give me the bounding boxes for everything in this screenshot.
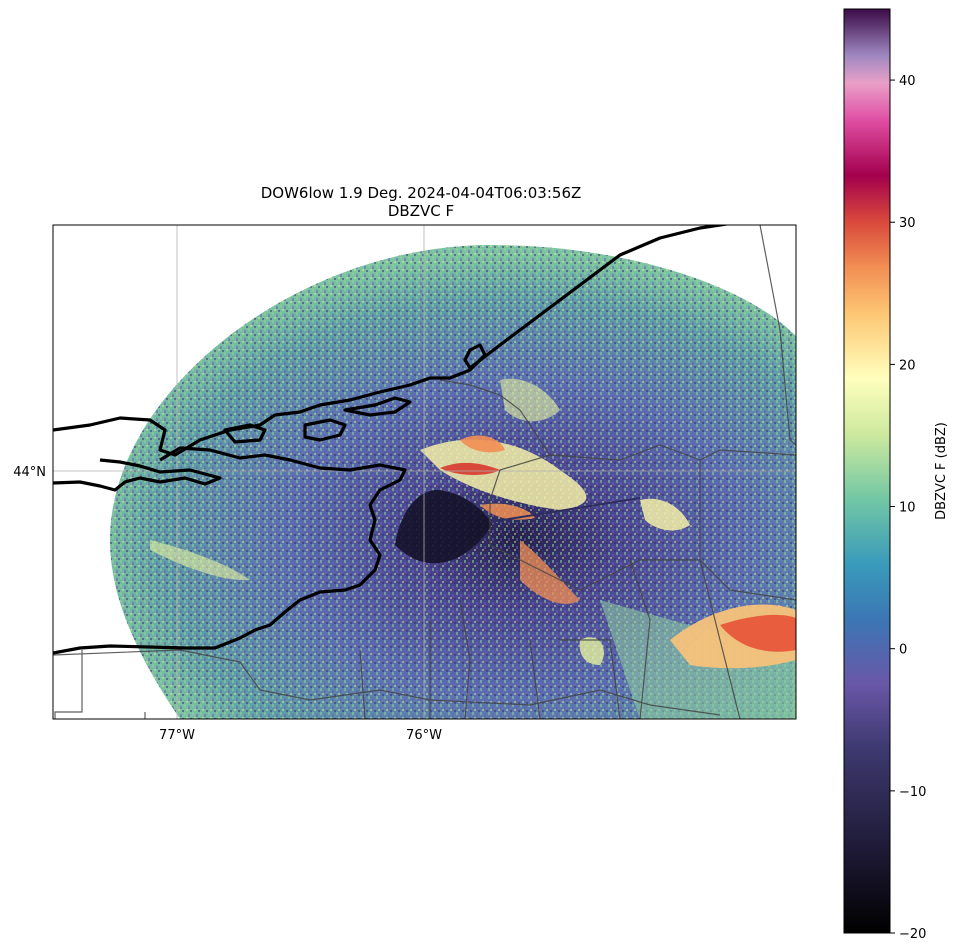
- x-tick-76w: 76°W: [406, 728, 442, 743]
- y-tick-44n: 44°N: [13, 465, 46, 480]
- colorbar-gradient: [843, 8, 891, 934]
- coastline: [53, 225, 731, 655]
- colorbar-label: DBZVC F (dBZ): [934, 422, 949, 520]
- colorbar-tick-label: 40: [899, 74, 916, 89]
- colorbar-tick-label: 20: [899, 358, 916, 373]
- reflectivity-echoes: [150, 378, 796, 719]
- map-frame: [52, 224, 797, 720]
- radar-dark-core: [395, 489, 492, 564]
- colorbar-tick-label: 0: [899, 643, 907, 658]
- colorbar-tick-label: 30: [899, 216, 916, 231]
- x-tick-77w: 77°W: [159, 728, 195, 743]
- colorbar-tick-label: −10: [899, 785, 926, 800]
- radar-sweep-texture: [110, 245, 796, 719]
- colorbar-tick-label: 10: [899, 501, 916, 516]
- map-axes: [53, 225, 796, 719]
- colorbar: 40 30 20 10 0 −10 −20 DBZVC F (dBZ): [843, 8, 949, 942]
- county-borders: [53, 225, 796, 719]
- colorbar-tick-label: −20: [899, 927, 926, 942]
- colorbar-ticks: 40 30 20 10 0 −10 −20: [890, 74, 926, 942]
- chart-title-line2: DBZVC F: [388, 202, 454, 220]
- chart-title-line1: DOW6low 1.9 Deg. 2024-04-04T06:03:56Z: [261, 184, 582, 202]
